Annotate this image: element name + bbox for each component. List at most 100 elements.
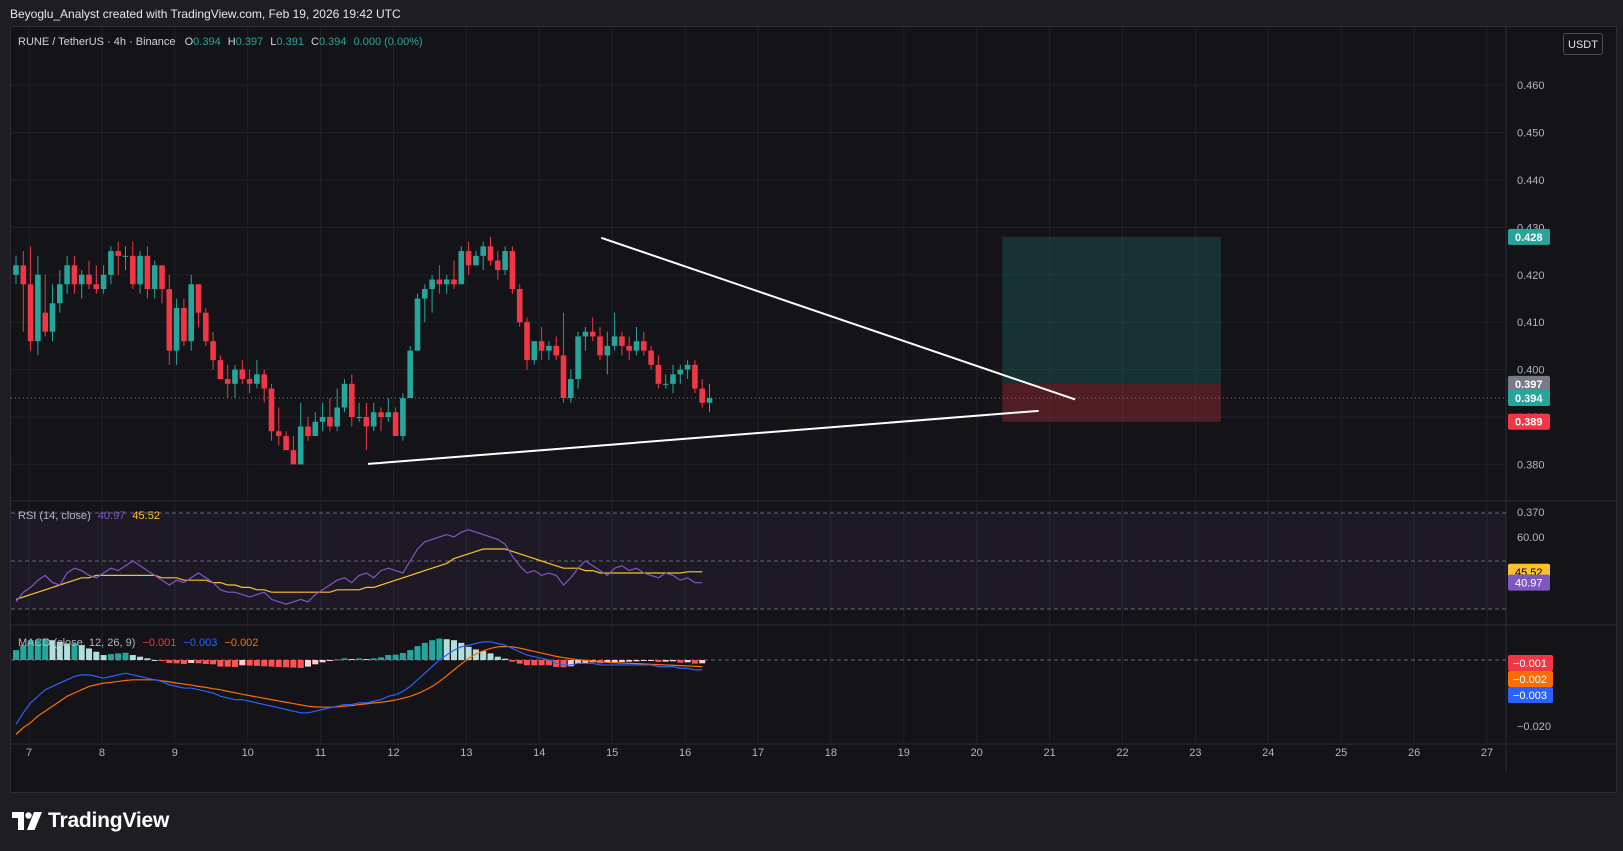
price-tick-label: 0.420 — [1517, 270, 1545, 282]
footer: TradingView — [0, 793, 1623, 851]
macd-histogram-bar — [151, 660, 158, 661]
candle — [604, 331, 611, 375]
candle-body — [560, 355, 567, 399]
time-tick-label: 20 — [971, 747, 983, 759]
candle — [495, 251, 501, 280]
time-tick-label: 9 — [172, 747, 178, 759]
candle — [246, 369, 253, 394]
candle-body — [641, 341, 647, 351]
macd-histogram-bar — [458, 642, 465, 660]
macd-histogram-bar — [27, 640, 34, 660]
macd-histogram-bar — [684, 660, 691, 663]
macd-label-text: −0.002 — [1513, 674, 1547, 686]
chart-area[interactable]: 0.4600.4500.4400.4300.4200.4100.4000.390… — [10, 26, 1617, 793]
candle-body — [319, 417, 326, 422]
candle — [655, 355, 662, 389]
candle — [414, 293, 421, 351]
candle-body — [49, 303, 56, 332]
candle — [538, 326, 545, 361]
candle-body — [276, 431, 282, 436]
candle-body — [582, 331, 589, 337]
macd-histogram-bar — [575, 660, 582, 664]
macd-histogram-bar — [326, 660, 333, 661]
price-label-background — [1508, 390, 1550, 407]
macd-label-background — [1508, 671, 1553, 687]
stop-zone — [1002, 383, 1221, 422]
candle-body — [597, 336, 603, 356]
time-tick-label: 25 — [1335, 747, 1347, 759]
candle-body — [122, 255, 129, 257]
price-tick-label: 0.370 — [1517, 507, 1545, 519]
macd-histogram-bar — [604, 660, 611, 663]
price-label-background — [1508, 228, 1550, 245]
macd-histogram-bar — [502, 658, 509, 660]
candle-body — [706, 398, 713, 403]
candle-body — [363, 417, 370, 427]
candle-body — [283, 435, 289, 451]
candle — [568, 369, 574, 403]
candle — [524, 317, 530, 370]
macd-histogram-bar — [407, 650, 414, 660]
candle-body — [516, 289, 523, 323]
open-label: O — [185, 36, 194, 48]
candle — [100, 265, 107, 294]
candle-body — [670, 374, 676, 384]
macd-histogram-bar — [217, 660, 224, 667]
tradingview-logo-icon — [12, 812, 42, 830]
chart-svg[interactable]: 0.4600.4500.4400.4300.4200.4100.4000.390… — [11, 27, 1617, 793]
candle-body — [538, 341, 545, 351]
macd-label-badge: −0.001 — [1508, 655, 1553, 671]
time-tick-label: 23 — [1189, 747, 1201, 759]
candle — [210, 331, 216, 370]
currency-button[interactable]: USDT — [1563, 33, 1603, 55]
candle — [436, 265, 443, 294]
high-value: 0.397 — [236, 36, 264, 48]
tradingview-logo[interactable]: TradingView — [12, 809, 169, 833]
candle-body — [589, 331, 596, 337]
candle — [597, 326, 603, 361]
candle — [13, 255, 19, 285]
time-tick-label: 12 — [387, 747, 399, 759]
price-label-badge: 0.394 — [1508, 390, 1550, 407]
macd-histogram-bar — [429, 640, 436, 660]
macd-histogram-bar — [246, 660, 253, 666]
macd-histogram-bar — [341, 658, 348, 660]
macd-histogram-bar — [275, 660, 282, 667]
candle-body — [465, 251, 472, 266]
top-bar: Beyoglu_Analyst created with TradingView… — [0, 0, 1623, 26]
candle-body — [71, 265, 78, 285]
candle-body — [246, 379, 253, 384]
candle-body — [42, 312, 48, 332]
macd-signal-line — [15, 645, 703, 735]
macd-histogram-bar — [232, 660, 238, 667]
macd-histogram-bar — [78, 645, 85, 660]
candle-body — [546, 345, 552, 351]
macd-histogram-bar — [560, 660, 567, 668]
candle — [670, 364, 676, 394]
macd-histogram-bar — [648, 660, 655, 661]
candle — [86, 260, 92, 290]
candle — [392, 407, 399, 436]
candle-body — [422, 289, 428, 299]
candle-body — [414, 298, 421, 351]
macd-label-badge: −0.002 — [1508, 671, 1553, 687]
candle — [341, 379, 348, 413]
candle-body — [341, 383, 348, 408]
candle-body — [436, 279, 443, 285]
macd-label-text: −0.003 — [1513, 690, 1547, 702]
candle-body — [604, 345, 611, 356]
candle — [349, 374, 355, 427]
candle-body — [268, 388, 275, 432]
candle-body — [232, 369, 238, 384]
candle-body — [611, 336, 618, 346]
symbol-label: RUNE / TetherUS · 4h · Binance — [18, 36, 176, 48]
macd-histogram-bar — [107, 654, 114, 660]
candle-body — [400, 398, 406, 436]
grid-lines — [11, 27, 1616, 772]
macd-histogram-bar — [319, 660, 326, 663]
candle — [531, 341, 538, 365]
macd-histogram-bar — [42, 638, 49, 660]
price-label-badge: 0.389 — [1508, 413, 1550, 430]
macd-title: MACD (close, 12, 26, 9) — [18, 637, 135, 649]
candle-body — [239, 369, 246, 380]
